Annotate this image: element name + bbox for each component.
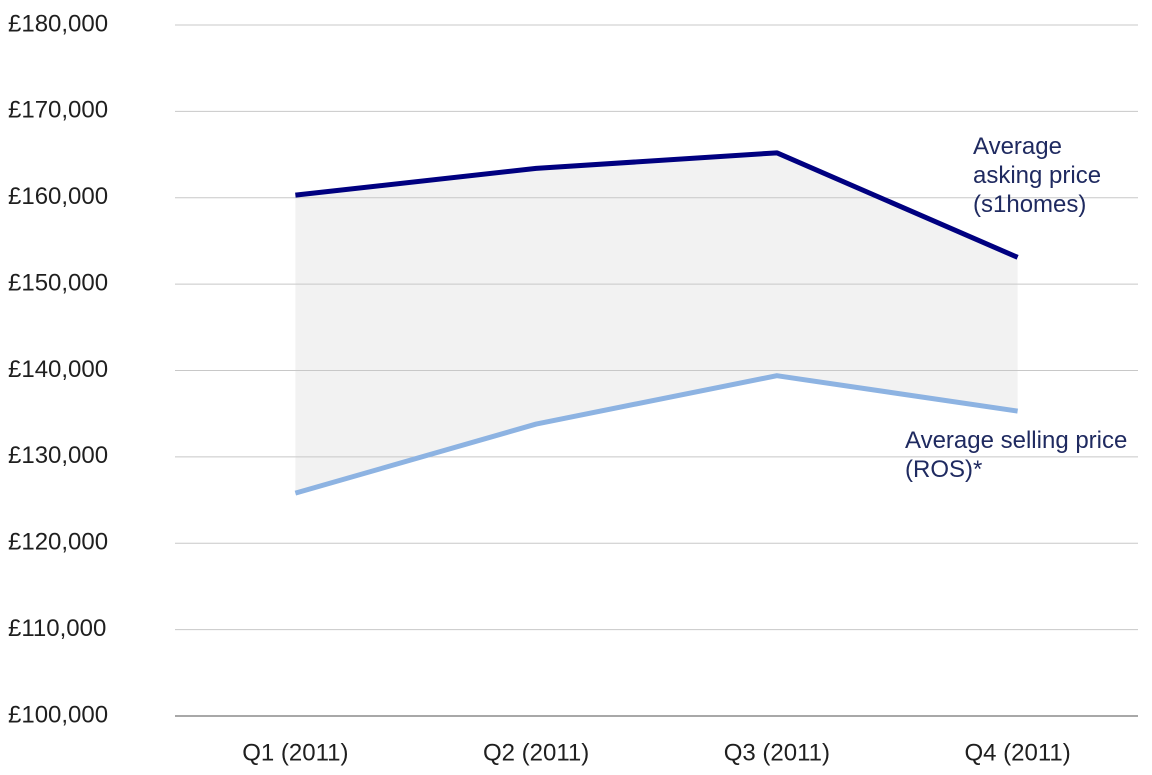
y-tick-label: £120,000: [8, 529, 108, 556]
band-fill: [295, 152, 1018, 494]
x-tick-label: Q3 (2011): [724, 739, 830, 766]
series-label: Average asking price (s1homes): [973, 133, 1102, 218]
y-tick-label: £100,000: [8, 701, 108, 728]
y-tick-label: £130,000: [8, 442, 108, 469]
series-line: [295, 150, 1019, 260]
y-tick-label: £170,000: [8, 97, 108, 124]
series-line: [294, 373, 1018, 496]
series-label: Average selling price (ROS)*: [905, 427, 1128, 483]
y-tick-label: £150,000: [8, 269, 108, 296]
x-tick-label: Q4 (2011): [964, 739, 1070, 766]
x-tick-label: Q2 (2011): [483, 739, 589, 766]
y-tick-label: £110,000: [8, 615, 106, 642]
y-tick-label: £160,000: [8, 183, 108, 210]
y-tick-label: £180,000: [8, 10, 108, 37]
x-tick-label: Q1 (2011): [242, 739, 348, 766]
y-tick-label: £140,000: [8, 356, 108, 383]
